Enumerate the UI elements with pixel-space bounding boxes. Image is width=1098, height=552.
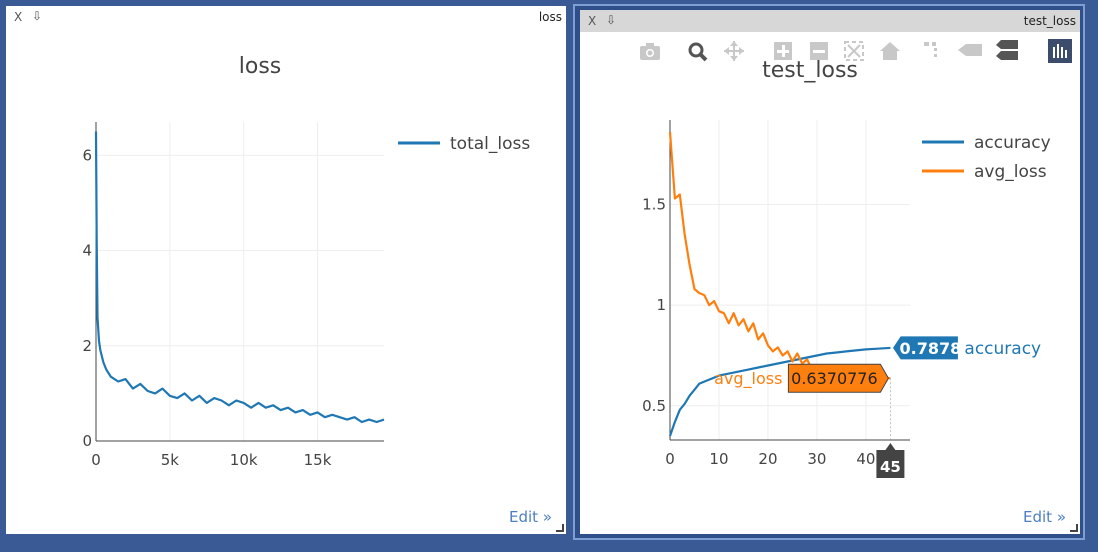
x-tick-label: 20: [758, 450, 777, 468]
y-tick-label: 4: [82, 242, 92, 260]
series-line-total-loss: [94, 131, 385, 424]
close-button[interactable]: X: [14, 10, 23, 24]
x-tick-label: 30: [807, 450, 826, 468]
plot-modebar: [636, 38, 1076, 64]
y-tick-label: 2: [82, 337, 92, 355]
y-tick-label: 1.5: [642, 196, 666, 214]
pin-icon[interactable]: ⇩: [606, 13, 617, 27]
zoom-out-icon[interactable]: [810, 42, 828, 60]
x-tick-label: 10k: [230, 451, 258, 469]
camera-icon[interactable]: [640, 43, 660, 60]
series-line-accuracy: [668, 346, 891, 437]
x-tick-label: 15k: [304, 451, 332, 469]
y-tick-label: 0: [82, 432, 92, 450]
window-name: test_loss: [1023, 14, 1076, 28]
window-title-bar: X ⇩ test_loss: [580, 10, 1080, 32]
x-tick-label: 0: [665, 450, 675, 468]
close-button[interactable]: X: [588, 14, 597, 28]
legend-label: total_loss: [450, 134, 530, 154]
pan-icon[interactable]: [724, 41, 744, 61]
hover-value-avg-loss: 0.6370776: [791, 369, 878, 388]
hover-box-accuracy: [891, 335, 959, 361]
hover-x-box: [876, 443, 905, 478]
plotly-logo-icon[interactable]: [1048, 39, 1072, 63]
window-title-bar: X ⇩ loss: [6, 6, 566, 28]
test-loss-window: X ⇩ test_loss test_loss 0 10 20 30 40 0.5 1 1.5 a…: [580, 10, 1080, 534]
zoom-icon[interactable]: [688, 42, 708, 62]
hover-x-value: 45: [880, 458, 901, 476]
window-name: loss: [538, 10, 562, 24]
legend-label: avg_loss: [974, 162, 1047, 182]
hover-box-avg-loss: [787, 363, 889, 393]
legend-label: accuracy: [974, 133, 1051, 153]
hover-closest-icon[interactable]: [958, 44, 982, 56]
hover-name-avg-loss: avg_loss: [714, 369, 782, 389]
x-tick-label: 40: [856, 450, 875, 468]
zoom-in-icon[interactable]: [774, 42, 792, 60]
x-tick-label: 10: [709, 450, 728, 468]
resize-handle[interactable]: [556, 524, 564, 532]
y-tick-label: 0.5: [642, 397, 666, 415]
pin-icon[interactable]: ⇩: [32, 9, 43, 23]
autoscale-icon[interactable]: [844, 41, 864, 61]
hover-value-accuracy: 0.7878: [900, 339, 962, 358]
home-icon[interactable]: [880, 42, 900, 60]
edit-link[interactable]: Edit »: [509, 508, 552, 526]
x-tick-label: 0: [91, 451, 101, 469]
resize-handle[interactable]: [1070, 524, 1078, 532]
chart-title: test_loss: [762, 58, 858, 83]
loss-chart[interactable]: loss 0 5k 10k 15k 0 2 4 6 total_loss: [6, 6, 566, 534]
series-line-avg-loss: [668, 132, 891, 380]
test-loss-chart[interactable]: test_loss 0 10 20 30 40 0.5 1 1.5 accuracy avg_los…: [580, 10, 1080, 534]
spike-lines-icon[interactable]: [924, 42, 937, 57]
y-tick-label: 6: [82, 146, 92, 164]
chart-title: loss: [239, 54, 282, 79]
edit-link[interactable]: Edit »: [1023, 508, 1066, 526]
y-tick-label: 1: [656, 296, 666, 314]
hover-name-accuracy: accuracy: [964, 339, 1041, 359]
hover-compare-icon[interactable]: [996, 40, 1018, 60]
x-tick-label: 5k: [161, 451, 180, 469]
loss-window: X ⇩ loss loss 0 5k 10k 15k 0 2 4 6 total_loss Edi…: [6, 6, 566, 534]
